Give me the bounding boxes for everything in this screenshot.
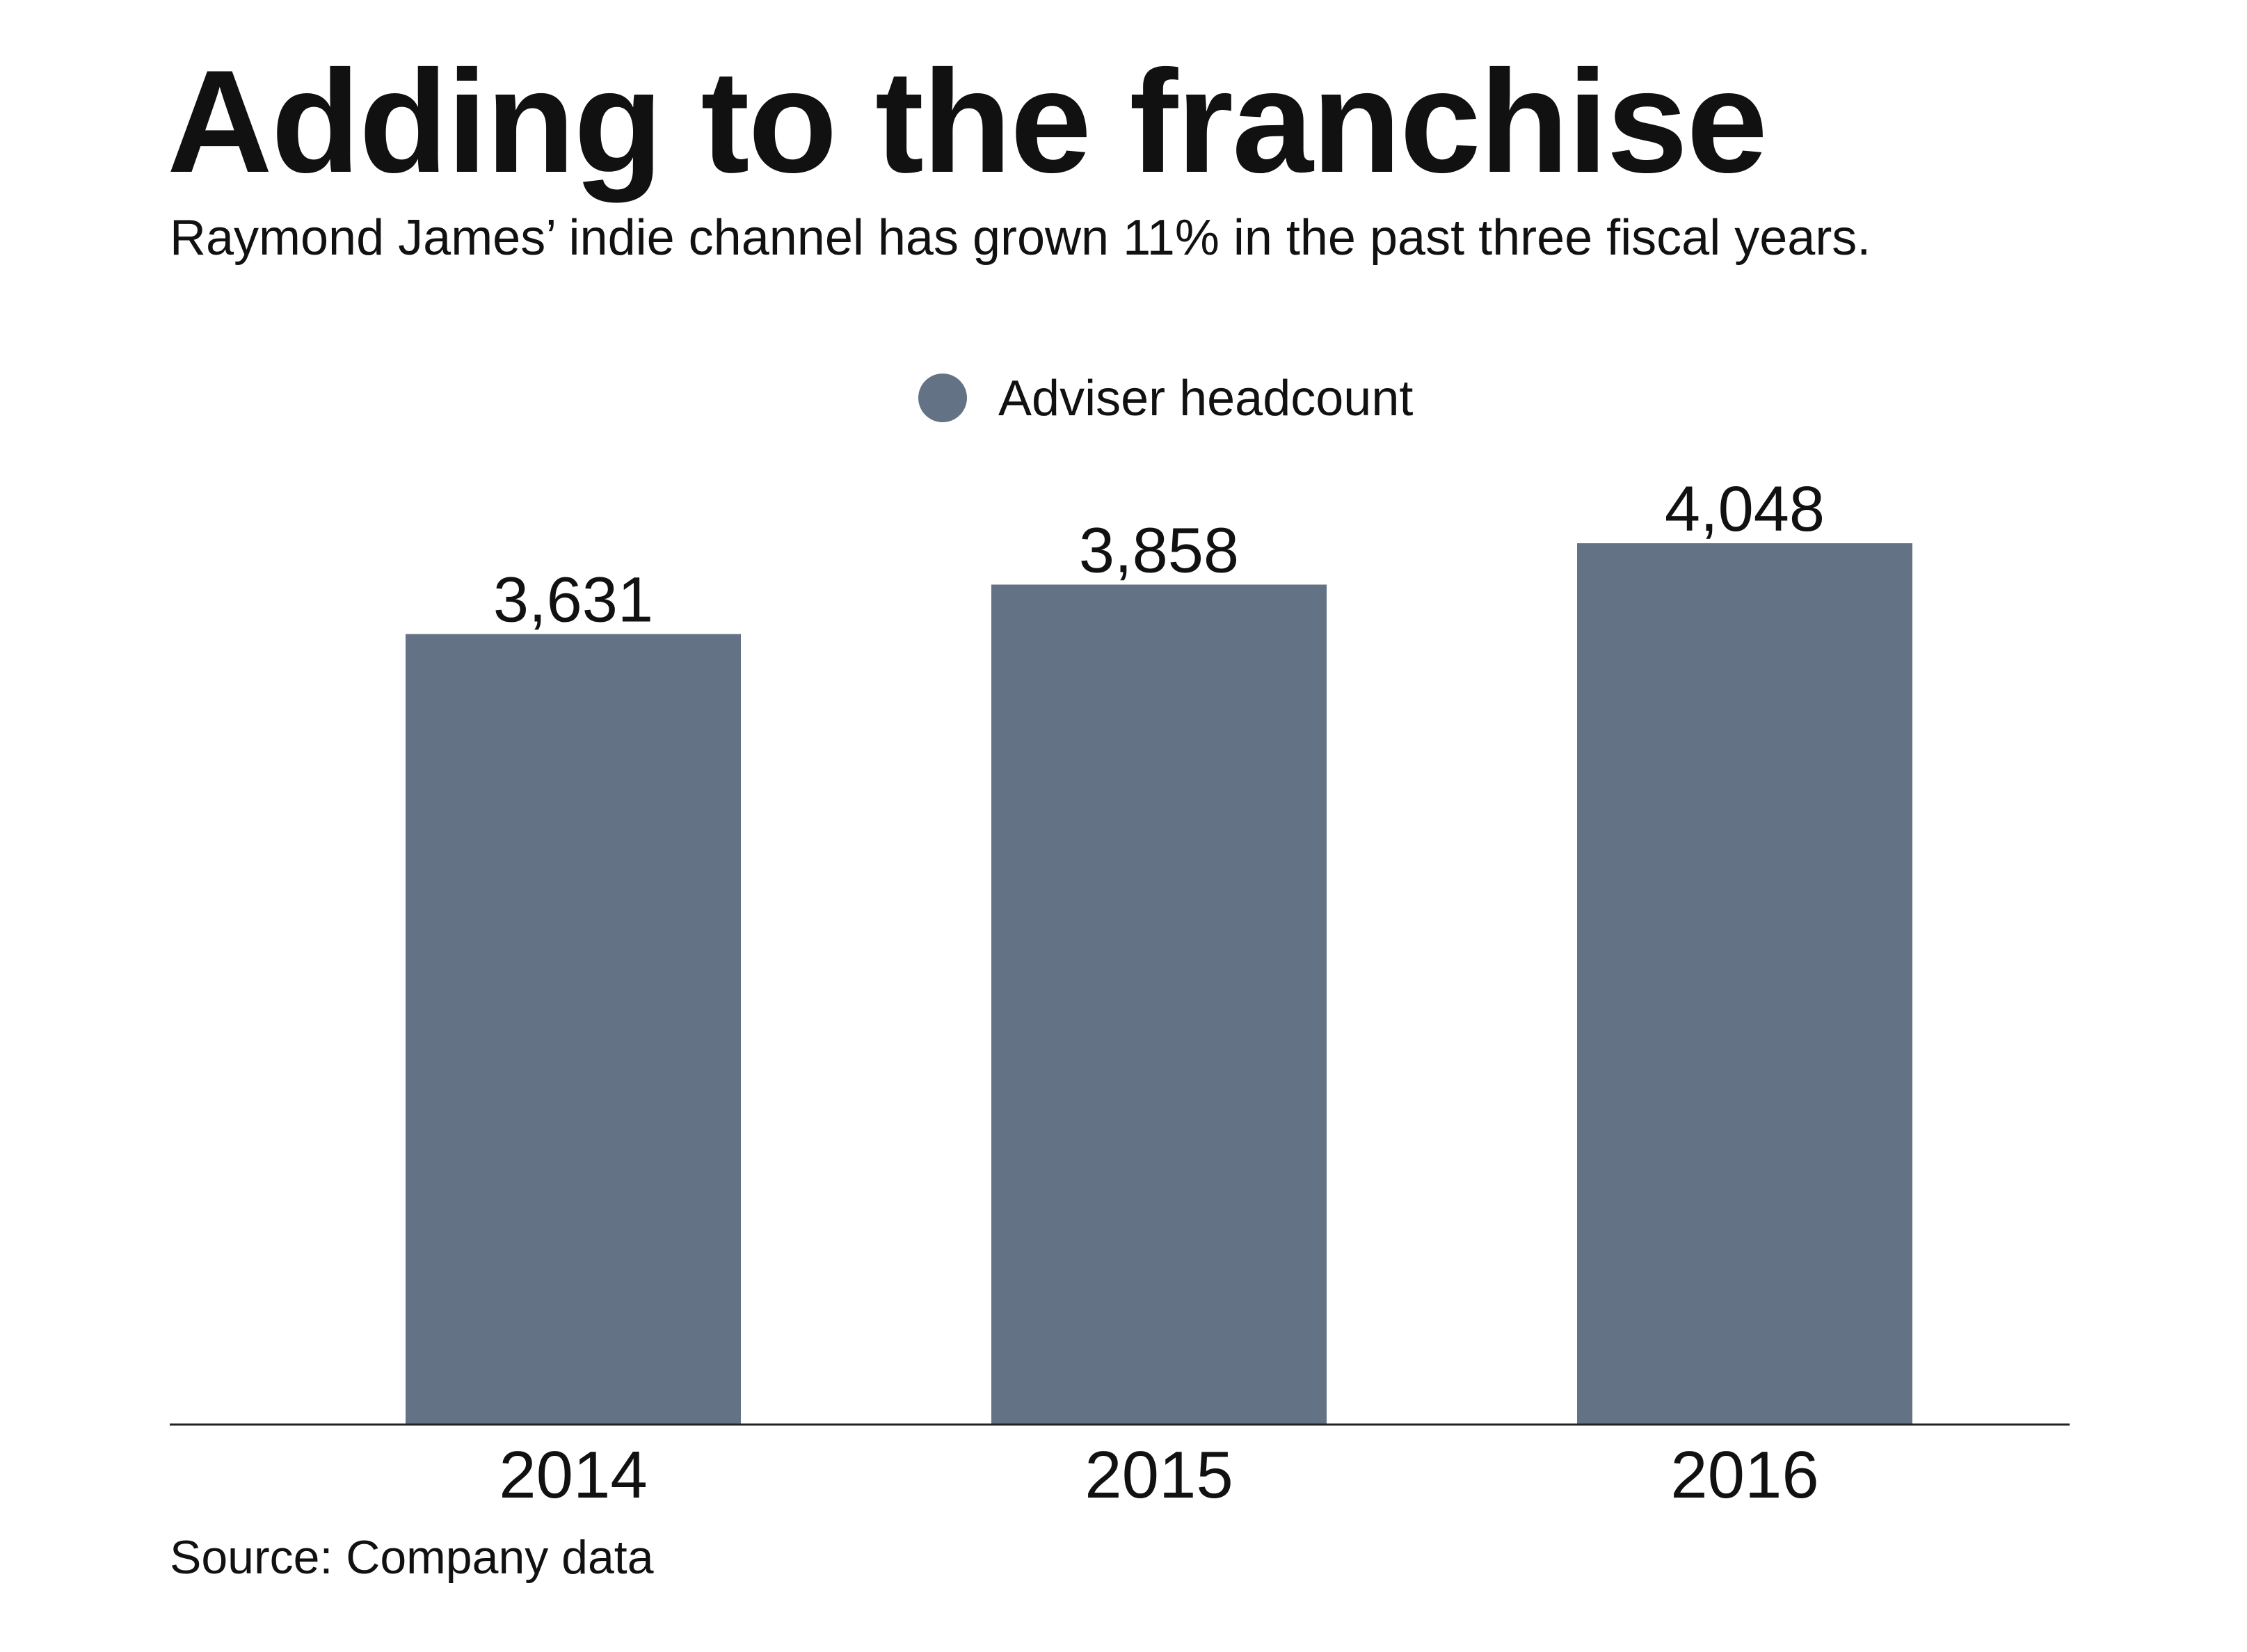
chart-subtitle: Raymond James’ indie channel has grown 1… [170,210,1871,266]
bar-2015 [991,584,1327,1425]
value-label-2016: 4,048 [1665,474,1825,545]
legend: Adviser headcount [918,371,1413,426]
x-tick-labels-group: 2014 2015 2016 [499,1438,1819,1512]
value-labels-group: 3,631 3,858 4,048 [493,474,1825,636]
value-label-2014: 3,631 [493,565,653,636]
chart-title: Adding to the franchise [167,40,1768,203]
bars-group [406,543,1912,1425]
bar-2016 [1577,543,1912,1425]
x-tick-label-2014: 2014 [499,1438,648,1512]
x-tick-label-2016: 2016 [1670,1438,1819,1512]
legend-swatch-adviser-headcount [918,374,967,422]
value-label-2015: 3,858 [1079,515,1239,586]
legend-label-adviser-headcount: Adviser headcount [998,371,1413,426]
bar-2014 [406,634,741,1425]
source-note: Source: Company data [170,1531,654,1584]
x-tick-label-2015: 2015 [1085,1438,1233,1512]
